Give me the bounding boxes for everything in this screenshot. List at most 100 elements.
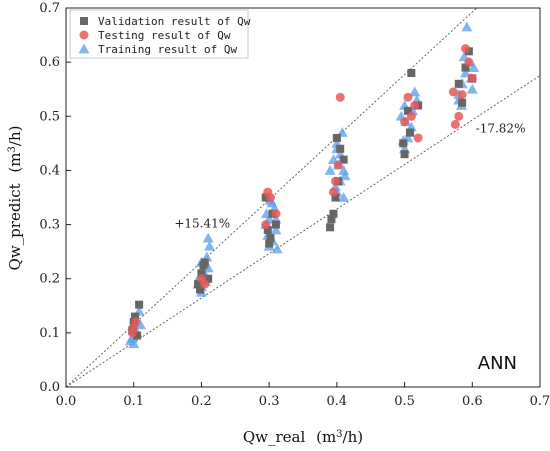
triangle-point	[324, 164, 336, 175]
reference-line	[66, 75, 540, 387]
square-point	[327, 215, 336, 224]
triangle-point	[466, 83, 478, 94]
x-tick-label: 0.7	[530, 394, 550, 409]
square-point	[332, 133, 341, 142]
reference-line-label: +15.41%	[174, 216, 230, 230]
square-point	[199, 261, 208, 270]
y-tick-label: 0.6	[39, 55, 60, 70]
plot-frame	[65, 7, 541, 388]
series-triangle	[124, 21, 480, 349]
square-point	[458, 98, 467, 107]
y-axis-title: Qw_predict (m3/h)	[6, 126, 24, 271]
annotations: +15.41% -17.82%	[174, 122, 525, 231]
x-tick-label: 0.3	[259, 394, 280, 409]
square-point	[271, 220, 280, 229]
circle-point	[403, 92, 413, 102]
square-point	[135, 300, 144, 309]
circle-point	[335, 92, 345, 102]
circle-point	[457, 90, 467, 100]
circle-point	[464, 57, 474, 67]
y-tick-label: 0.0	[39, 380, 60, 395]
y-tick-label: 0.7	[39, 1, 60, 16]
x-tick-label: 0.6	[462, 394, 483, 409]
circle-point	[127, 328, 137, 338]
triangle-point	[270, 224, 282, 235]
x-tick-label: 0.0	[56, 394, 77, 409]
triangle-point	[338, 192, 350, 202]
circle-point	[331, 176, 341, 186]
legend-label: Testing result of Qw	[98, 29, 231, 42]
square-point	[454, 79, 463, 88]
data-points	[124, 21, 480, 349]
legend-marker-square	[80, 17, 88, 25]
legend-marker-circle	[79, 30, 89, 40]
circle-point	[406, 111, 416, 121]
square-point	[407, 68, 416, 77]
circle-point	[467, 73, 477, 83]
square-point	[261, 193, 270, 202]
square-point	[265, 239, 274, 248]
triangle-point	[204, 240, 216, 251]
circle-point	[131, 317, 141, 327]
circle-point	[328, 187, 338, 197]
triangle-point	[339, 170, 351, 181]
y-tick-label: 0.2	[39, 272, 60, 287]
circle-point	[261, 220, 271, 230]
square-point	[204, 274, 213, 283]
reference-line	[66, 8, 478, 387]
triangle-point	[266, 197, 278, 208]
triangle-point	[202, 232, 214, 243]
triangle-point	[124, 335, 136, 346]
series-square	[128, 47, 477, 340]
model-label: ANN	[478, 353, 517, 374]
x-tick-label: 0.2	[191, 394, 212, 409]
y-tick-label: 0.3	[39, 218, 60, 233]
x-tick-label: 0.5	[394, 394, 415, 409]
triangle-point	[202, 262, 214, 273]
circle-point	[265, 193, 275, 202]
triangle-point	[271, 243, 283, 254]
legend-marker-triangle	[78, 43, 90, 54]
x-axis-title: Qw_real (m3/h)	[243, 428, 363, 446]
axes: 0.0 0.1 0.2 0.3 0.4 0.5 0.6 0.7 0.0 0.1 0.2 0.3 0.4 0…	[39, 1, 550, 409]
square-point	[405, 128, 414, 137]
circle-point	[333, 160, 343, 170]
triangle-point	[409, 86, 421, 97]
reference-line-label: -17.82%	[476, 122, 526, 136]
legend-label: Training result of Qw	[98, 43, 237, 56]
triangle-point	[461, 21, 473, 32]
square-point	[197, 269, 206, 278]
series-circle	[127, 44, 477, 338]
circle-point	[196, 274, 206, 284]
triangle-point	[460, 67, 472, 78]
square-point	[400, 150, 409, 159]
y-tick-label: 0.4	[39, 163, 60, 178]
reference-lines	[66, 8, 540, 387]
triangle-point	[468, 62, 480, 72]
circle-point	[461, 44, 471, 54]
square-point	[329, 209, 338, 218]
square-point	[194, 280, 203, 289]
legend-box	[69, 9, 249, 59]
square-point	[403, 106, 412, 115]
circle-point	[271, 209, 281, 219]
y-tick-label: 0.1	[39, 326, 60, 341]
square-point	[266, 234, 275, 243]
square-point	[196, 285, 205, 294]
triangle-point	[338, 164, 350, 175]
square-point	[461, 63, 470, 72]
circle-point	[410, 100, 420, 110]
circle-point	[400, 117, 410, 127]
square-point	[336, 144, 345, 153]
square-point	[131, 312, 140, 321]
square-point	[399, 139, 408, 148]
square-point	[339, 155, 348, 164]
square-point	[326, 223, 335, 232]
circle-point	[454, 111, 464, 121]
y-tick-label: 0.5	[39, 109, 60, 124]
circle-point	[448, 87, 458, 97]
circle-point	[413, 133, 423, 143]
x-tick-label: 0.1	[123, 394, 144, 409]
